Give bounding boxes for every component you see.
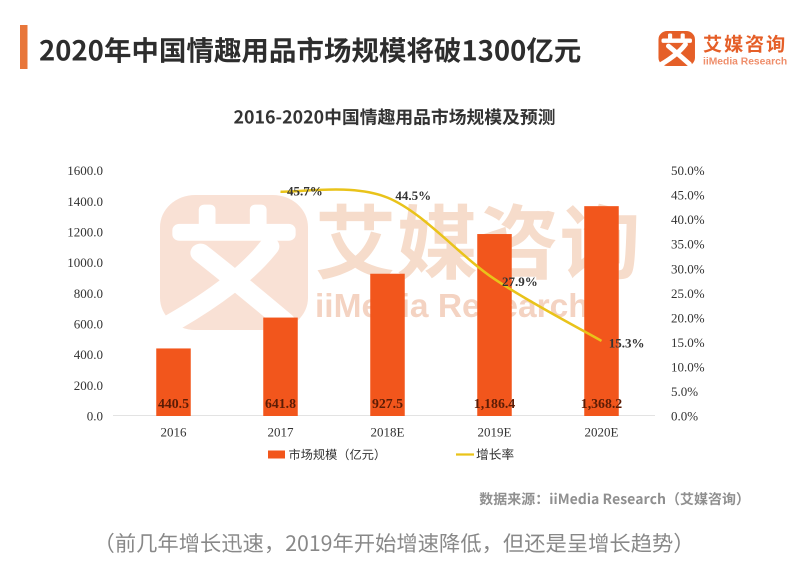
- svg-text:400.0: 400.0: [74, 347, 103, 362]
- svg-text:1,368.2: 1,368.2: [581, 396, 622, 411]
- svg-text:800.0: 800.0: [74, 286, 103, 301]
- svg-text:40.0%: 40.0%: [671, 212, 705, 227]
- svg-text:927.5: 927.5: [372, 396, 403, 411]
- svg-text:5.0%: 5.0%: [671, 384, 698, 399]
- svg-text:1400.0: 1400.0: [67, 194, 103, 209]
- svg-text:641.8: 641.8: [265, 396, 296, 411]
- svg-text:45.0%: 45.0%: [671, 188, 705, 203]
- svg-text:45.7%: 45.7%: [287, 184, 323, 199]
- svg-text:600.0: 600.0: [74, 317, 103, 332]
- svg-text:0.0%: 0.0%: [671, 409, 698, 424]
- svg-text:27.9%: 27.9%: [502, 274, 538, 289]
- svg-text:2016: 2016: [161, 425, 188, 440]
- svg-text:2017: 2017: [268, 425, 295, 440]
- svg-text:35.0%: 35.0%: [671, 237, 705, 252]
- svg-text:200.0: 200.0: [74, 378, 103, 393]
- svg-text:1600.0: 1600.0: [67, 163, 103, 178]
- svg-text:1000.0: 1000.0: [67, 255, 103, 270]
- svg-text:10.0%: 10.0%: [671, 359, 705, 374]
- svg-text:44.5%: 44.5%: [395, 188, 431, 203]
- svg-text:2019E: 2019E: [478, 425, 512, 440]
- svg-text:iiMedia Research: iiMedia Research: [315, 288, 589, 325]
- svg-text:25.0%: 25.0%: [671, 286, 705, 301]
- svg-text:2020E: 2020E: [585, 425, 619, 440]
- svg-text:15.0%: 15.0%: [671, 335, 705, 350]
- svg-text:440.5: 440.5: [158, 396, 189, 411]
- svg-text:50.0%: 50.0%: [671, 163, 705, 178]
- svg-text:1200.0: 1200.0: [67, 224, 103, 239]
- svg-text:0.0: 0.0: [87, 409, 103, 424]
- svg-text:1,186.4: 1,186.4: [474, 396, 515, 411]
- svg-text:iiMedia Research: iiMedia Research: [703, 57, 787, 68]
- svg-text:30.0%: 30.0%: [671, 261, 705, 276]
- svg-text:15.3%: 15.3%: [609, 336, 645, 351]
- svg-text:2018E: 2018E: [371, 425, 405, 440]
- svg-text:20.0%: 20.0%: [671, 310, 705, 325]
